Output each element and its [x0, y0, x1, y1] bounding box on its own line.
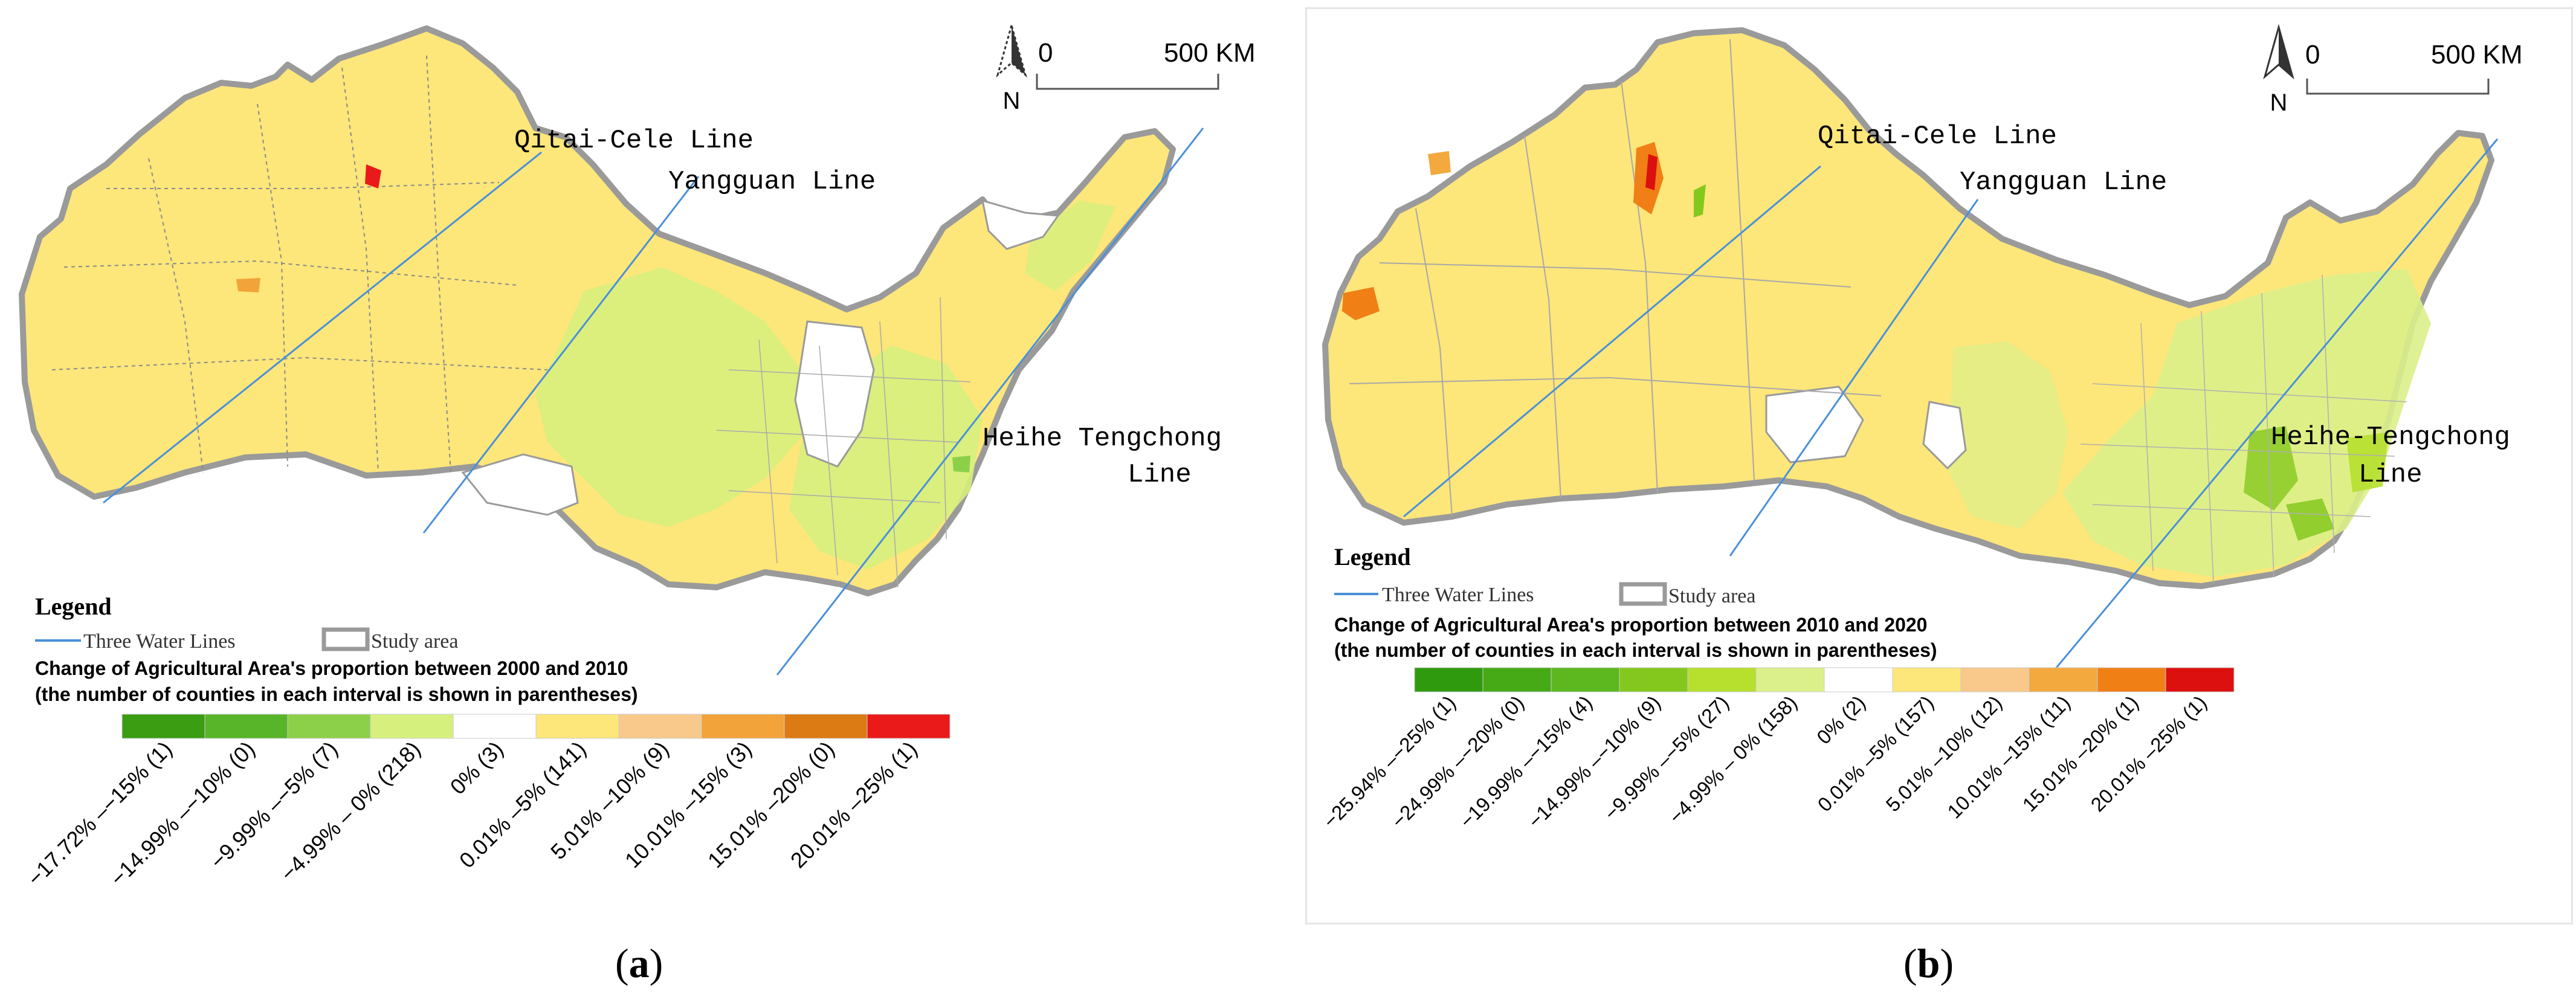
county-boundaries	[1349, 39, 1882, 517]
legend-study-area-label: Study area	[371, 630, 458, 653]
legend-swatch	[867, 714, 951, 739]
legend-class-label: −14.99% –−10% (9)	[1523, 691, 1665, 833]
highlight-county-red	[365, 164, 381, 189]
legend-swatch	[1755, 667, 1825, 692]
eastern-counties-green	[1948, 269, 2431, 577]
caption-b: (b)	[1903, 940, 1954, 986]
scale-label: 500 KM	[2431, 40, 2523, 69]
legend-class-label: −24.99% –−20% (0)	[1387, 691, 1528, 833]
legend-heading-line-1: Change of Agricultural Area's proportion…	[35, 657, 628, 679]
legend-swatch	[1551, 667, 1620, 692]
legend-swatch	[121, 714, 205, 739]
map-canvas-b: N 0 500 KM Qitai-Cele Line Yangguan Line…	[1319, 24, 2523, 833]
legend-class-label: 15.01% –20% (1)	[2018, 691, 2143, 816]
legend-color-bar	[121, 714, 951, 739]
legend-swatch	[287, 714, 371, 739]
label-yangguan-line: Yangguan Line	[668, 167, 876, 197]
legend-class-label: −9.99% –−5% (27)	[1600, 691, 1733, 825]
highlight-county-orange	[236, 278, 260, 292]
label-qitai-cele-line: Qitai-Cele Line	[1818, 121, 2057, 152]
legend-swatch	[204, 714, 288, 739]
label-heihe-tengchong-line-1: Heihe-Tengchong	[2271, 422, 2510, 453]
legend-class-label: 5.01% –10% (12)	[1882, 691, 2006, 816]
zero-change-areas	[1765, 386, 1967, 470]
map-panel-a: N 0 500 KM Qitai-Cele Line Yangguan Line…	[4, 7, 1276, 924]
label-heihe-tengchong-line-2: Line	[2358, 460, 2423, 490]
legend-swatch	[1619, 667, 1688, 692]
north-label: N	[1003, 88, 1021, 114]
label-heihe-tengchong-line-1: Heihe Tengchong	[983, 424, 1222, 454]
legend-study-area-swatch	[1619, 582, 1667, 606]
legend-swatch	[1824, 667, 1893, 692]
legend-study-area-label: Study area	[1668, 585, 1755, 607]
legend-heading-line-1: Change of Agricultural Area's proportion…	[1334, 614, 1927, 636]
legend-class-label: 0.01% –5% (157)	[1813, 691, 1938, 816]
label-heihe-tengchong-line-2: Line	[1128, 460, 1192, 490]
scale-zero: 0	[1038, 38, 1053, 68]
legend-water-lines-label: Three Water Lines	[83, 630, 236, 653]
highlight-county-red	[1645, 154, 1658, 190]
legend-swatch	[1687, 667, 1757, 692]
water-lines	[1403, 138, 2499, 686]
highlight-county-green	[1694, 184, 1706, 218]
legend-class-label: −14.99% –−10% (0)	[105, 737, 259, 891]
legend-swatch	[1414, 667, 1483, 692]
legend-swatch	[370, 714, 454, 739]
water-lines	[103, 127, 1204, 676]
legend-class-label: 0% (3)	[445, 737, 508, 799]
scale-bar	[2306, 79, 2490, 95]
scale-bar	[1036, 74, 1219, 90]
north-label: N	[2270, 89, 2288, 116]
legend-class-labels: −17.72% –−15% (1)−14.99% –−10% (0)−9.99%…	[22, 737, 922, 891]
legend-swatch	[535, 714, 619, 739]
legend-swatch	[618, 714, 702, 739]
label-yangguan-line: Yangguan Line	[1960, 167, 2167, 198]
highlight-county-light-orange	[1428, 151, 1451, 175]
legend-class-label: 20.01% –25% (1)	[2087, 691, 2211, 816]
legend-class-label: −4.99% – 0% (218)	[276, 737, 425, 886]
map-canvas-a: N 0 500 KM Qitai-Cele Line Yangguan Line…	[19, 22, 1256, 891]
legend-class-label: 10.01% –15% (11)	[1943, 691, 2074, 823]
legend-swatch	[2097, 667, 2166, 692]
legend-class-label: −19.99% –−15% (4)	[1455, 691, 1596, 833]
legend-class-labels: −25.94% –−25% (1)−24.99% –−20% (0)−19.99…	[1319, 691, 2211, 833]
legend-water-lines-label: Three Water Lines	[1382, 584, 1534, 606]
legend-swatch	[1892, 667, 1961, 692]
county-boundaries	[51, 55, 548, 473]
legend-swatch	[1482, 667, 1552, 692]
legend-swatch	[2029, 667, 2098, 692]
legend-title: Legend	[1334, 543, 1411, 570]
east-county-grid	[716, 297, 971, 588]
legend-class-label: −17.72% –−15% (1)	[22, 737, 176, 891]
legend-heading-line-2: (the number of counties in each interval…	[35, 683, 638, 705]
legend-swatch	[784, 714, 868, 739]
scale-zero: 0	[2305, 40, 2320, 69]
zero-change-areas	[461, 199, 1060, 516]
legend-swatch	[453, 714, 537, 739]
highlight-county-orange-west	[1342, 287, 1380, 320]
legend-class-label: −25.94% –−25% (1)	[1319, 691, 1460, 833]
highlight-county-green	[952, 456, 970, 473]
legend-class-label: −4.99% – 0% (158)	[1664, 691, 1801, 828]
legend-swatch	[2165, 667, 2235, 692]
legend-class-label: 0% (2)	[1812, 691, 1870, 749]
caption-a: (a)	[615, 940, 663, 986]
legend-heading-line-2: (the number of counties in each interval…	[1334, 639, 1937, 661]
map-panel-b: N 0 500 KM Qitai-Cele Line Yangguan Line…	[1305, 7, 2573, 924]
legend-swatch	[701, 714, 785, 739]
legend-title: Legend	[35, 593, 112, 620]
legend-study-area-swatch	[321, 627, 370, 651]
label-qitai-cele-line: Qitai-Cele Line	[514, 126, 754, 156]
scale-label: 500 KM	[1164, 38, 1256, 68]
legend-swatch	[1960, 667, 2030, 692]
legend-color-bar	[1414, 667, 2235, 692]
north-arrow-icon	[2263, 24, 2294, 80]
north-arrow-icon	[996, 22, 1027, 78]
